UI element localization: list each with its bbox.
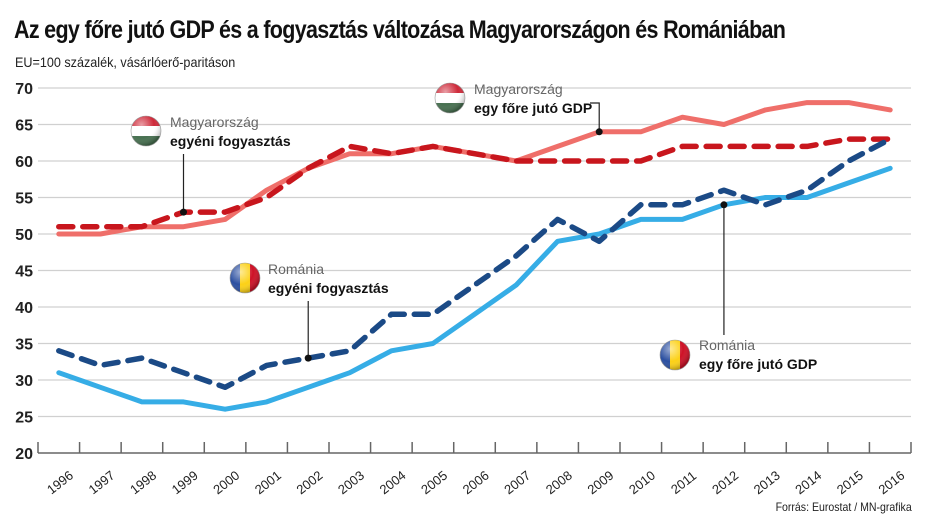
x-tick-label: 2000 xyxy=(210,468,242,498)
annotation-metric-label: egy főre jutó GDP xyxy=(699,356,817,372)
annotation-anchor-dot xyxy=(304,354,312,362)
y-tick-label: 70 xyxy=(15,81,33,98)
annotation-leader-line xyxy=(590,102,600,132)
annotation-anchor-dot xyxy=(180,208,187,216)
series-line-hu-cons xyxy=(56,136,893,230)
x-tick-label: 2005 xyxy=(418,468,450,498)
annotation-country-label: Románia xyxy=(268,261,324,277)
y-tick-label: 45 xyxy=(15,264,33,281)
flag-hungary-icon xyxy=(434,82,466,114)
x-tick-label: 2015 xyxy=(834,468,866,498)
flag-romania-icon xyxy=(229,262,261,294)
y-tick-label: 60 xyxy=(15,154,33,171)
x-tick-label: 2002 xyxy=(293,468,325,498)
series-line-ro-cons xyxy=(56,136,893,391)
y-tick-label: 50 xyxy=(15,227,33,244)
annotation-metric-label: egyéni fogyasztás xyxy=(170,133,291,149)
x-tick-label: 2010 xyxy=(626,468,658,498)
x-tick-label: 1997 xyxy=(86,468,118,498)
y-tick-label: 30 xyxy=(15,373,33,390)
x-tick-label: 2007 xyxy=(501,468,533,498)
y-tick-label: 20 xyxy=(15,446,33,463)
y-tick-label: 35 xyxy=(15,337,33,354)
annotation-country-label: Románia xyxy=(699,337,755,353)
chart-title: Az egy főre jutó GDP és a fogyasztás vál… xyxy=(14,16,786,44)
x-tick-label: 2006 xyxy=(460,468,492,498)
x-tick-label: 1998 xyxy=(127,468,159,498)
x-tick-label: 2011 xyxy=(668,468,699,497)
y-tick-label: 25 xyxy=(15,410,33,427)
source-note: Forrás: Eurostat / MN-grafika xyxy=(775,500,912,514)
x-tick-label: 2008 xyxy=(543,468,575,498)
x-tick-label: 2009 xyxy=(584,468,616,498)
flag-romania-icon xyxy=(659,339,691,371)
annotation-metric-label: egy főre jutó GDP xyxy=(474,100,592,116)
annotation-anchor-dot xyxy=(595,128,603,136)
annotation-country-label: Magyarország xyxy=(170,114,259,130)
x-tick-label: 2001 xyxy=(252,468,284,498)
flag-hungary-icon xyxy=(130,115,162,147)
y-tick-label: 55 xyxy=(15,191,33,208)
x-tick-label: 2013 xyxy=(751,468,783,498)
y-tick-label: 40 xyxy=(15,300,33,317)
y-tick-label: 65 xyxy=(15,118,33,135)
annotation-metric-label: egyéni fogyasztás xyxy=(268,280,389,296)
x-tick-label: 2014 xyxy=(792,468,824,498)
x-tick-label: 2016 xyxy=(875,468,907,498)
x-tick-label: 1999 xyxy=(169,468,201,498)
annotation-anchor-dot xyxy=(720,201,728,209)
chart-subtitle: EU=100 százalék, vásárlóerő-paritáson xyxy=(15,54,236,70)
x-tick-label: 2012 xyxy=(709,468,741,498)
x-tick-label: 2003 xyxy=(335,468,367,498)
x-tick-label: 2004 xyxy=(377,468,409,498)
x-tick-label: 1996 xyxy=(44,468,76,498)
annotation-country-label: Magyarország xyxy=(474,81,563,97)
